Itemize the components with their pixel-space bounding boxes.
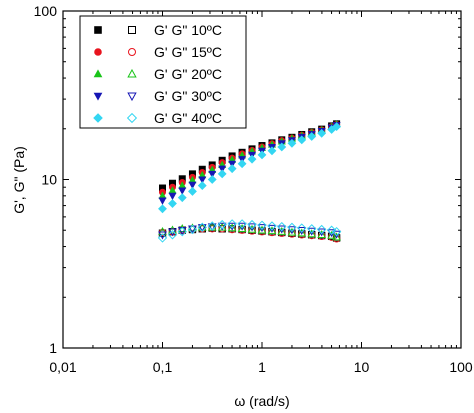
g-prime-point: [307, 132, 317, 141]
g-double-prime-point: [277, 226, 287, 235]
g-double-prime-point: [307, 229, 317, 238]
g-prime-point: [158, 204, 167, 214]
g-prime-point: [177, 193, 187, 203]
legend-open-marker: [128, 48, 136, 56]
data-points: [157, 120, 342, 243]
g-double-prime-point: [287, 227, 297, 236]
g-prime-point: [237, 159, 247, 169]
g-double-prime-point: [187, 224, 198, 235]
g-prime-point: [188, 181, 197, 190]
g-double-prime-point: [326, 225, 337, 235]
g-prime-point: [332, 122, 342, 132]
legend-filled-marker: [93, 69, 103, 78]
g-double-prime-point: [317, 230, 327, 238]
g-prime-point: [198, 176, 207, 184]
g-double-prime-point: [237, 224, 247, 232]
g-prime-point: [297, 135, 307, 145]
y-axis-label: G', G" (Pa): [11, 146, 27, 214]
x-tick-label: 0,1: [153, 359, 173, 375]
g-prime-point: [218, 165, 227, 173]
legend-filled-marker: [94, 48, 102, 56]
g-prime-point: [188, 186, 197, 196]
g-prime-point: [168, 192, 177, 201]
g-double-prime-point: [207, 221, 217, 231]
g-double-prime-point: [168, 225, 177, 234]
g-double-prime-point: [267, 226, 277, 235]
legend-label: G' G" 30ºC: [154, 88, 222, 104]
g-double-prime-point: [197, 224, 207, 233]
g-prime-point: [207, 175, 217, 184]
g-double-prime-point: [217, 219, 227, 230]
g-double-prime-point: [227, 223, 237, 232]
g-prime-point: [217, 169, 227, 179]
g-double-prime-point: [307, 224, 317, 234]
g-double-prime-point: [197, 222, 207, 233]
g-prime-point: [257, 150, 267, 160]
g-double-prime-point: [287, 222, 297, 233]
legend-open-marker: [127, 68, 137, 78]
g-double-prime-point: [297, 228, 307, 237]
g-prime-point: [267, 146, 277, 156]
x-tick-label: 10: [354, 359, 370, 375]
g-prime-point: [168, 199, 177, 208]
g-prime-point: [287, 138, 297, 148]
g-prime-point: [178, 187, 187, 195]
g-double-prime-point: [327, 230, 336, 239]
legend-label: G' G" 20ºC: [154, 66, 222, 82]
y-tick-label: 10: [41, 172, 57, 188]
legend-open-marker: [128, 26, 136, 34]
g-prime-point: [208, 170, 217, 179]
g-prime-point: [317, 128, 327, 138]
legend-label: G' G" 10ºC: [154, 22, 222, 38]
y-tick-label: 100: [34, 3, 58, 19]
g-double-prime-point: [297, 223, 307, 233]
legend-filled-marker: [93, 113, 103, 123]
g-prime-point: [247, 154, 257, 164]
legend-open-marker: [127, 92, 137, 102]
g-double-prime-point: [247, 219, 257, 230]
legend-box: [79, 15, 247, 129]
g-double-prime-point: [227, 219, 237, 229]
g-double-prime-point: [177, 226, 187, 237]
g-double-prime-point: [207, 223, 217, 232]
legend-filled-marker: [94, 26, 102, 34]
g-prime-point: [277, 142, 287, 152]
y-tick-labels: 1 10 100: [34, 3, 58, 356]
legend-label: G' G" 15ºC: [154, 44, 222, 60]
g-prime-point: [158, 197, 167, 205]
g-double-prime-point: [267, 221, 277, 231]
g-double-prime-point: [247, 224, 257, 233]
g-double-prime-point: [237, 219, 247, 229]
g-double-prime-point: [277, 221, 287, 232]
g-double-prime-point: [157, 233, 168, 243]
g-prime-point: [227, 164, 237, 174]
g-double-prime-point: [316, 224, 327, 235]
x-tick-label: 0,01: [49, 359, 76, 375]
g-prime-point: [197, 181, 207, 191]
legend: G' G" 10ºC G' G" 15ºC G' G" 20ºC G' G" 30ºC…: [79, 15, 247, 129]
y-tick-label: 1: [49, 340, 57, 356]
g-double-prime-point: [257, 220, 267, 230]
axis-ticks: [62, 11, 461, 349]
x-tick-labels: 0,01 0,1 1 10 100: [49, 359, 473, 375]
legend-label: G' G" 40ºC: [154, 110, 222, 126]
x-tick-label: 100: [449, 359, 473, 375]
legend-open-marker: [126, 112, 138, 124]
g-double-prime-point: [167, 230, 178, 240]
x-tick-label: 1: [258, 359, 266, 375]
g-double-prime-point: [257, 225, 267, 234]
g-double-prime-point: [177, 224, 187, 232]
g-double-prime-point: [331, 226, 342, 237]
legend-filled-marker: [93, 92, 103, 101]
x-axis-label: ω (rad/s): [234, 393, 289, 409]
g-double-prime-point: [332, 232, 341, 241]
